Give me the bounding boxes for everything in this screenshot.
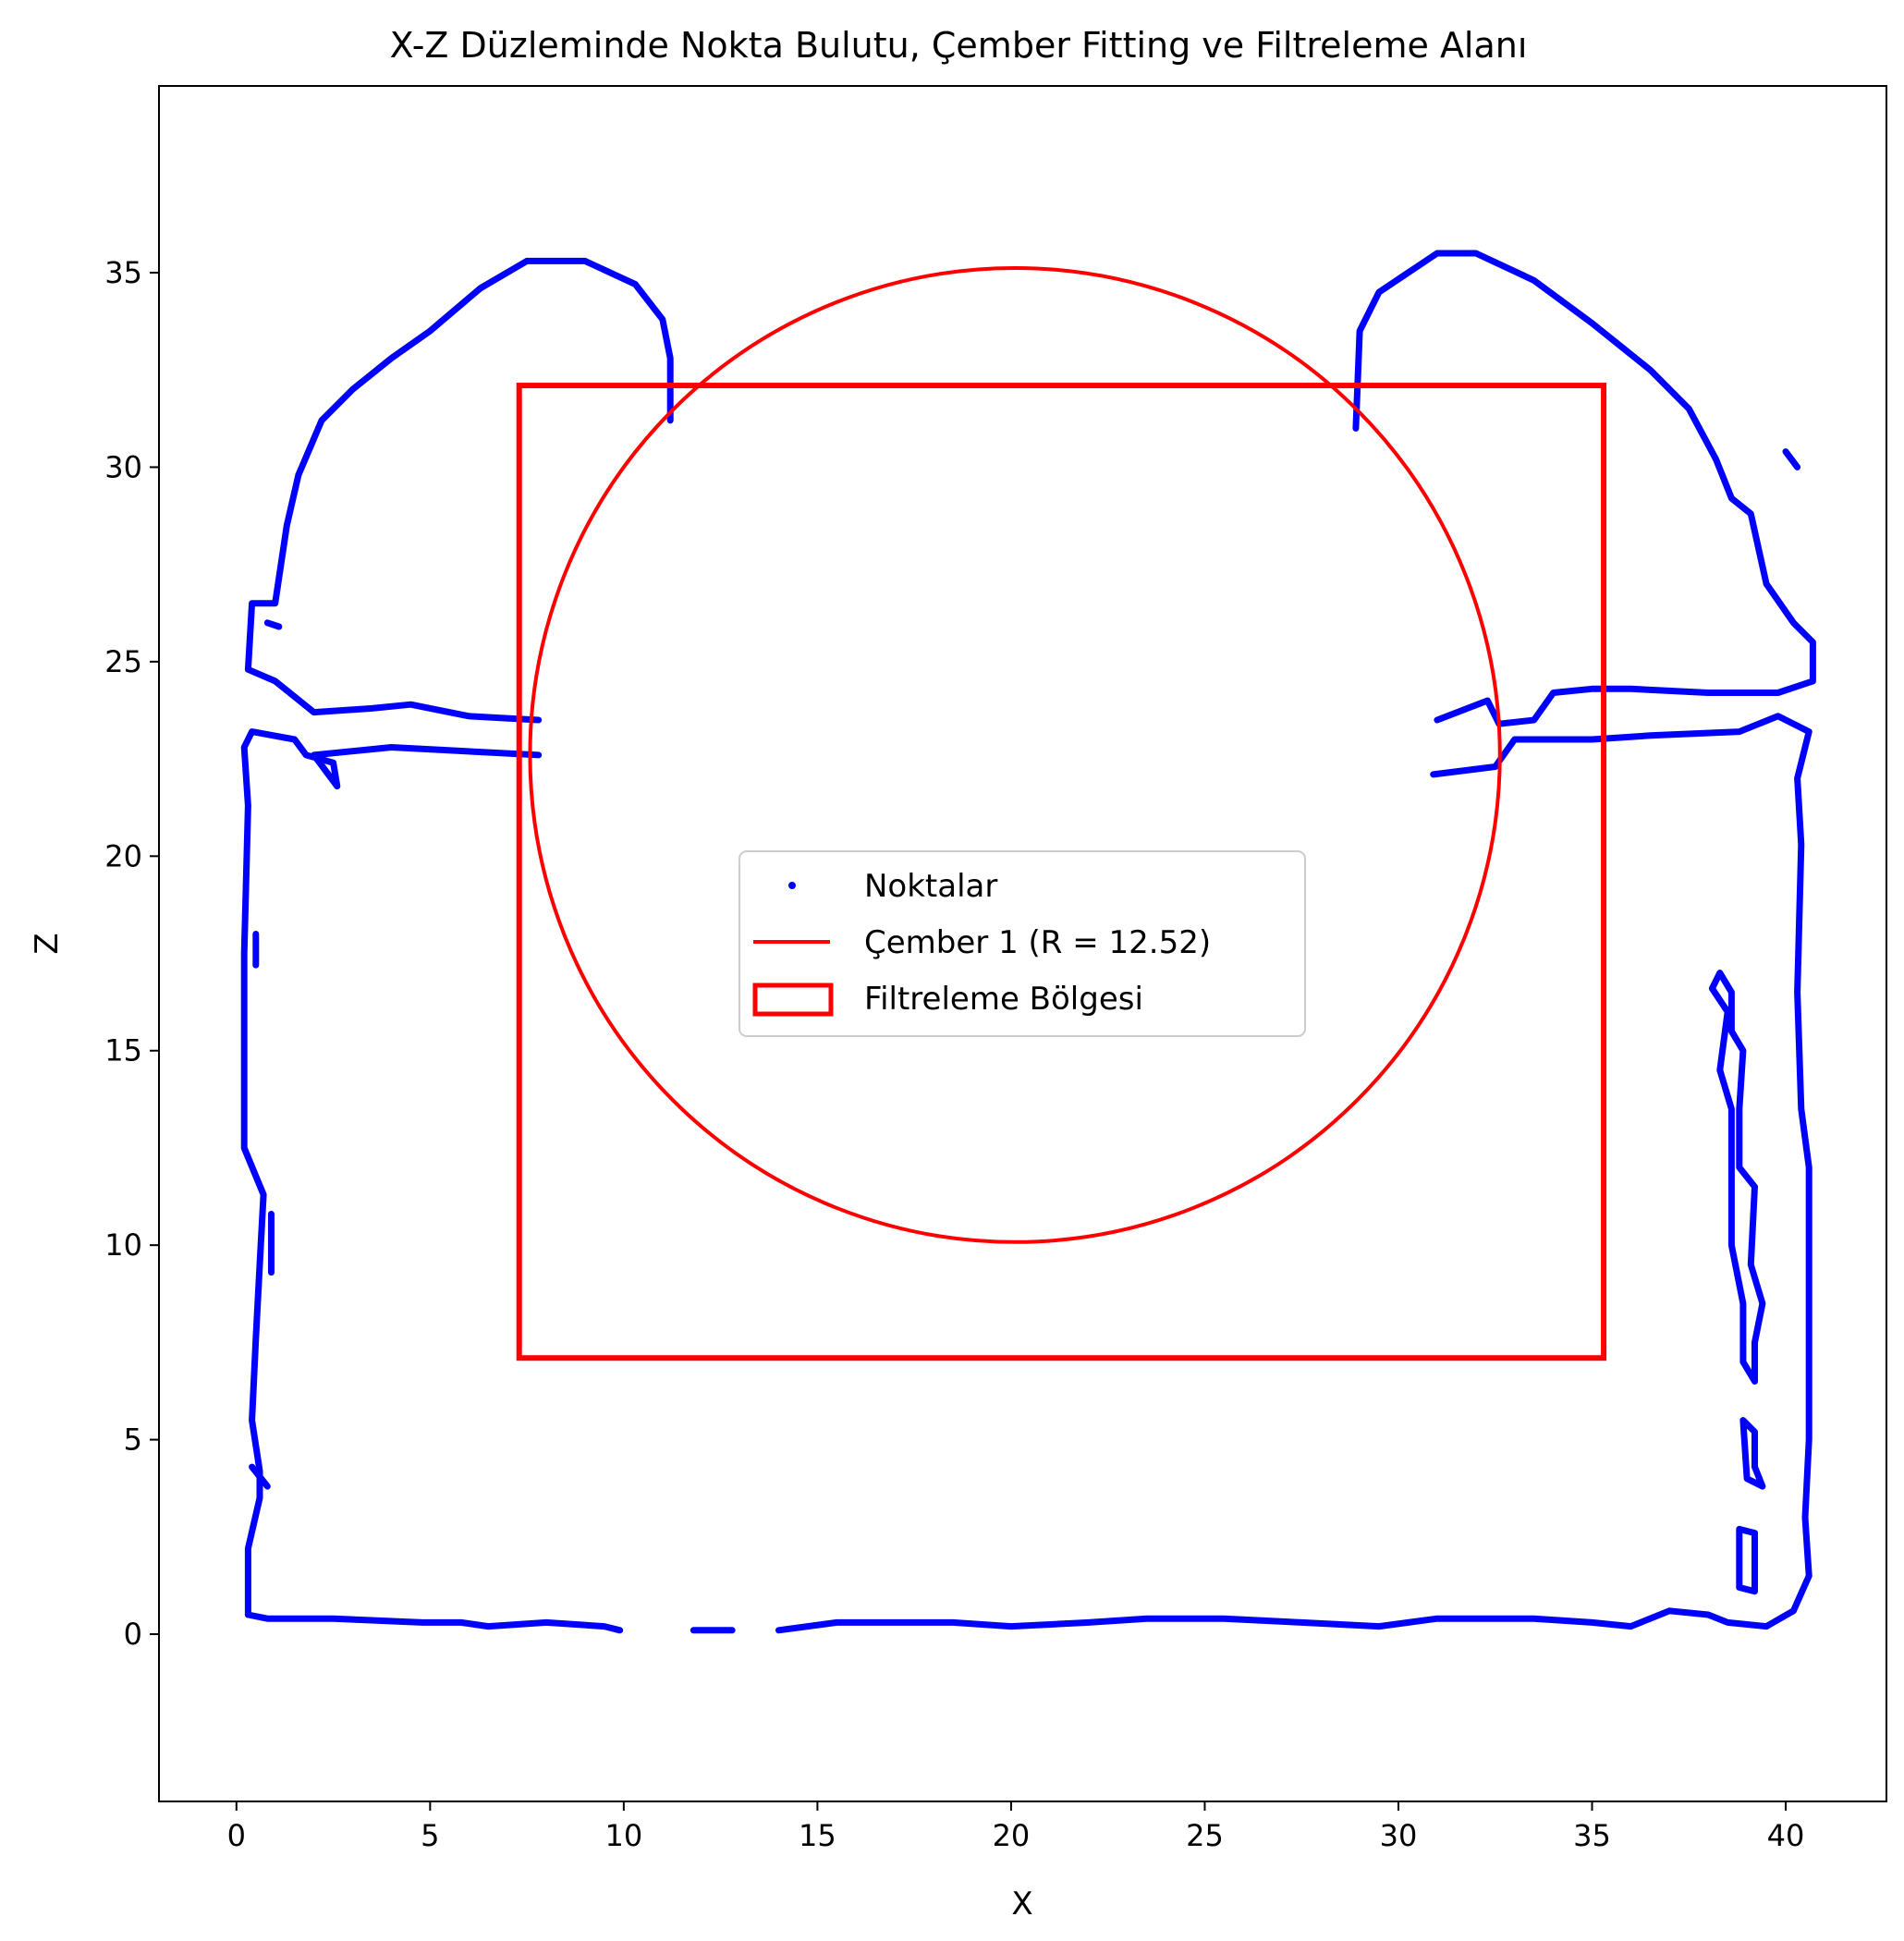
point-cloud-trace	[1352, 250, 1816, 727]
legend-box	[738, 850, 1306, 1037]
y-axis-label: Z	[29, 933, 66, 954]
x-tick-label: 40	[1767, 1818, 1805, 1853]
x-tick-label: 30	[1380, 1818, 1418, 1853]
point-cloud-trace	[244, 257, 674, 724]
y-tick-label: 0	[124, 1617, 142, 1652]
x-tick-label: 20	[993, 1818, 1031, 1853]
y-tick-label: 5	[124, 1422, 142, 1458]
legend: Noktalar Çember 1 (R = 12.52) Filtreleme…	[738, 850, 1306, 1037]
x-tick-label: 15	[799, 1818, 836, 1853]
legend-label-circle: Çember 1 (R = 12.52)	[864, 924, 1211, 961]
x-tick-label: 5	[421, 1818, 439, 1853]
x-tick-label: 10	[605, 1818, 643, 1853]
point-cloud-trace	[249, 1463, 271, 1490]
y-tick-label: 35	[104, 255, 142, 290]
legend-marker-points	[788, 882, 796, 889]
y-tick-label: 20	[104, 838, 142, 873]
chart-title: X-Z Düzleminde Nokta Bulutu, Çember Fitt…	[390, 25, 1528, 66]
y-tick-label: 30	[104, 449, 142, 484]
y-tick-label: 25	[104, 644, 142, 679]
legend-marker-rect	[752, 983, 834, 1017]
point-cloud-trace	[244, 1611, 624, 1634]
point-cloud-trace	[775, 713, 1812, 1634]
plot-area	[240, 250, 1816, 1634]
x-axis-label: X	[1011, 1886, 1032, 1923]
point-cloud-trace	[1708, 970, 1766, 1385]
x-tick-label: 0	[227, 1818, 246, 1853]
plot-frame	[158, 85, 1887, 1802]
legend-label-points: Noktalar	[864, 868, 997, 905]
legend-label-rect: Filtreleme Bölgesi	[864, 981, 1143, 1018]
y-tick-label: 10	[104, 1227, 142, 1263]
x-tick-label: 35	[1573, 1818, 1611, 1853]
fitted-circle	[528, 265, 1502, 1244]
point-cloud-trace	[1739, 1417, 1766, 1490]
point-cloud-trace	[263, 619, 283, 630]
point-cloud-trace	[240, 728, 543, 1618]
y-tick-label: 15	[104, 1033, 142, 1068]
point-cloud-trace	[1782, 448, 1801, 470]
point-cloud-trace	[1736, 1525, 1758, 1595]
axis-ticks: 0 5 10 15 20 25 30 35 40 0 5 10 15 20 25 30 35	[104, 255, 1804, 1853]
x-tick-label: 25	[1186, 1818, 1224, 1853]
filter-region-rect	[516, 383, 1607, 1361]
